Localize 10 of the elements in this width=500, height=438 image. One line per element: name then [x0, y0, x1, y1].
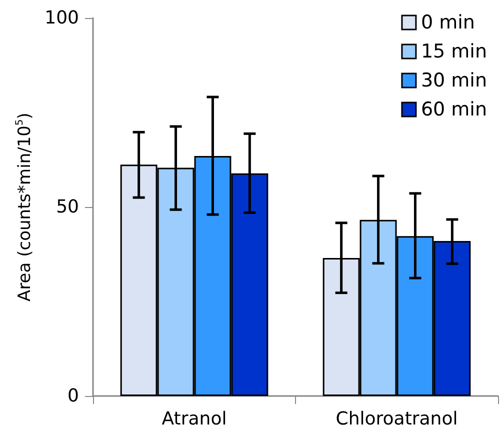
legend-label: 0 min	[420, 12, 475, 34]
x-tick-label: Atranol	[162, 408, 227, 430]
y-tick-label: 100	[44, 8, 79, 28]
y-tick-label: 50	[56, 196, 79, 218]
legend-label: 60 min	[420, 98, 487, 120]
legend-label: 30 min	[420, 70, 487, 92]
x-tick-label: Chloroatranol	[336, 408, 458, 430]
y-axis-title: Area (counts*min/105)	[14, 112, 35, 302]
y-tick-label: 0	[68, 386, 79, 406]
legend-label: 15 min	[420, 40, 487, 62]
